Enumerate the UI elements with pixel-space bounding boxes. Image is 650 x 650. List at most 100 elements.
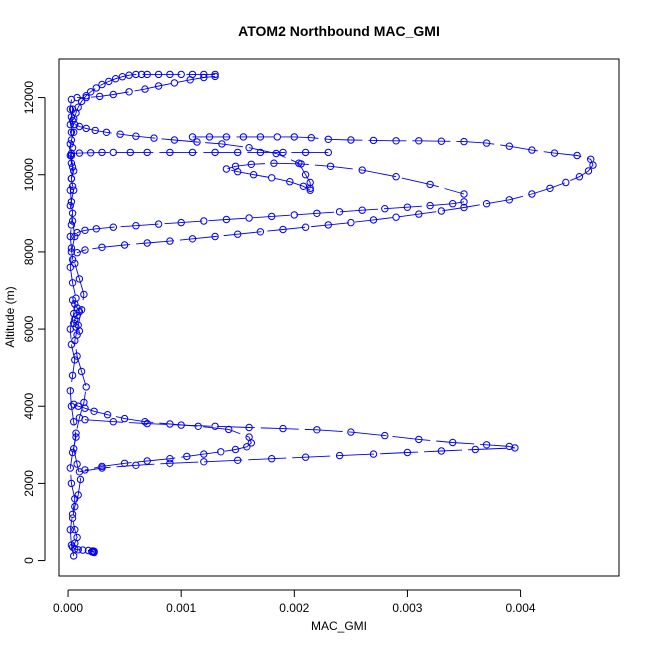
y-axis-label: Altitude (m) (3, 286, 17, 347)
chart-title: ATOM2 Northbound MAC_GMI (238, 23, 440, 39)
series-line (72, 299, 80, 336)
data-point (347, 136, 355, 144)
y-tick-label: 6000 (22, 315, 36, 342)
data-point (358, 166, 366, 174)
data-point (66, 464, 75, 472)
data-point (301, 223, 310, 231)
data-point (188, 148, 197, 157)
data-point (154, 220, 163, 228)
data-point (68, 514, 77, 522)
data-point (247, 160, 256, 169)
data-point (239, 133, 248, 141)
data-point (177, 218, 185, 227)
data-point (324, 135, 332, 144)
data-point (66, 140, 75, 148)
data-point (166, 148, 174, 157)
data-point (75, 149, 84, 157)
data-point (256, 148, 265, 157)
data-point (74, 402, 82, 410)
data-point (279, 225, 287, 234)
data-point (324, 148, 332, 157)
data-point (87, 88, 95, 96)
data-point (70, 319, 78, 327)
data-point (120, 241, 129, 249)
data-point (116, 130, 124, 138)
data-point (528, 190, 536, 198)
data-point (90, 548, 98, 557)
data-point (68, 510, 77, 518)
data-point (381, 431, 389, 440)
data-point (188, 235, 197, 243)
data-point (347, 428, 355, 436)
data-point (141, 85, 149, 93)
data-point (105, 77, 113, 86)
data-point (225, 425, 233, 434)
data-point (126, 148, 135, 157)
data-point (460, 190, 468, 198)
data-point (211, 232, 219, 241)
series-line (71, 151, 329, 154)
data-point (358, 206, 366, 214)
data-point (170, 136, 179, 144)
data-point (306, 184, 314, 193)
data-point (109, 418, 118, 426)
y-tick-label: 2000 (22, 470, 36, 497)
data-point (211, 148, 219, 157)
data-point (71, 356, 79, 364)
data-point (268, 174, 276, 182)
data-point (256, 133, 265, 141)
data-point (71, 539, 79, 547)
data-point (68, 296, 77, 304)
x-tick-label: 0.001 (166, 601, 196, 615)
data-point (132, 70, 140, 79)
data-point (415, 137, 423, 145)
data-point (66, 387, 75, 395)
data-point (82, 383, 90, 391)
data-point (109, 223, 118, 231)
data-point (297, 160, 305, 168)
data-point (511, 444, 519, 452)
data-point (437, 207, 446, 215)
data-point (77, 367, 86, 376)
data-point (301, 171, 310, 179)
data-point (177, 70, 185, 79)
data-point (166, 70, 174, 79)
data-point (177, 421, 185, 429)
data-point (460, 203, 468, 212)
data-point (589, 161, 597, 169)
data-point (335, 451, 344, 460)
data-point (415, 210, 423, 218)
data-point (335, 208, 344, 216)
data-point (66, 263, 75, 271)
x-tick-label: 0.000 (53, 601, 83, 615)
data-point (392, 213, 400, 221)
data-point (313, 426, 321, 434)
data-point (403, 448, 412, 457)
data-point (546, 184, 554, 193)
data-point (247, 439, 256, 447)
data-point (80, 290, 88, 299)
data-point (68, 182, 77, 191)
data-point (313, 209, 321, 218)
data-point (71, 232, 79, 241)
data-point (217, 448, 225, 456)
data-point (73, 304, 81, 312)
data-point (369, 216, 378, 224)
data-point (120, 414, 129, 423)
data-point (256, 228, 265, 236)
data-point (200, 450, 208, 458)
data-point (166, 459, 174, 467)
data-point (71, 259, 79, 268)
data-point (71, 526, 79, 534)
data-point (218, 140, 226, 148)
data-point (306, 178, 314, 187)
data-point (170, 79, 179, 87)
data-point (75, 275, 84, 283)
data-point (222, 133, 231, 141)
x-axis-label: MAC_GMI (311, 619, 367, 633)
data-point (505, 142, 513, 150)
data-point (449, 438, 457, 447)
data-point (118, 73, 127, 81)
data-point (528, 146, 536, 154)
